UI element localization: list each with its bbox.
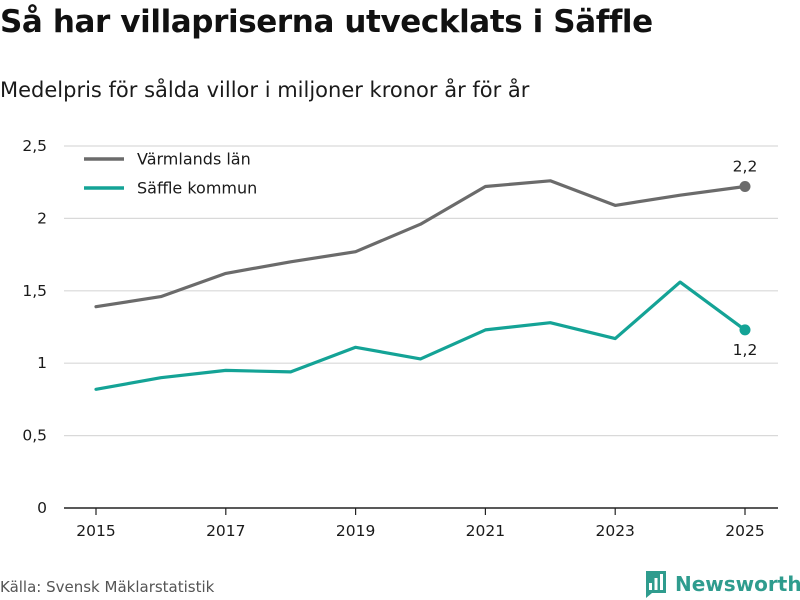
data-label: 1,2 — [733, 341, 758, 359]
series-end-point — [739, 181, 751, 193]
y-tick-label: 1 — [37, 354, 47, 372]
x-tick-label: 2021 — [466, 522, 505, 540]
x-tick-label: 2015 — [76, 522, 115, 540]
legend-label: Värmlands län — [137, 150, 251, 169]
series-line-saffle-kommun — [94, 280, 747, 391]
source-note: Källa: Svensk Mäklarstatistik — [0, 578, 215, 596]
brand-logo: Newsworthy — [644, 569, 800, 599]
x-tick-label: 2023 — [595, 522, 634, 540]
y-tick-label: 1,5 — [22, 282, 47, 300]
y-tick-label: 0,5 — [22, 427, 47, 445]
chart-subtitle: Medelpris för sålda villor i miljoner kr… — [0, 78, 530, 102]
y-tick-label: 0 — [37, 499, 47, 517]
chart-title: Så har villapriserna utvecklats i Säffle — [0, 4, 653, 40]
y-tick-label: 2 — [37, 209, 47, 227]
x-tick-label: 2025 — [725, 522, 764, 540]
x-tick-label: 2017 — [206, 522, 245, 540]
data-label: 2,2 — [733, 158, 758, 176]
series-end-point — [739, 324, 751, 336]
legend-label: Säffle kommun — [137, 179, 257, 198]
newsworthy-logo-icon — [646, 571, 666, 598]
series-line-varmlands-lan — [94, 179, 747, 309]
y-tick-label: 2,5 — [22, 137, 47, 155]
brand-name: Newsworthy — [675, 572, 800, 596]
x-tick-label: 2019 — [336, 522, 375, 540]
